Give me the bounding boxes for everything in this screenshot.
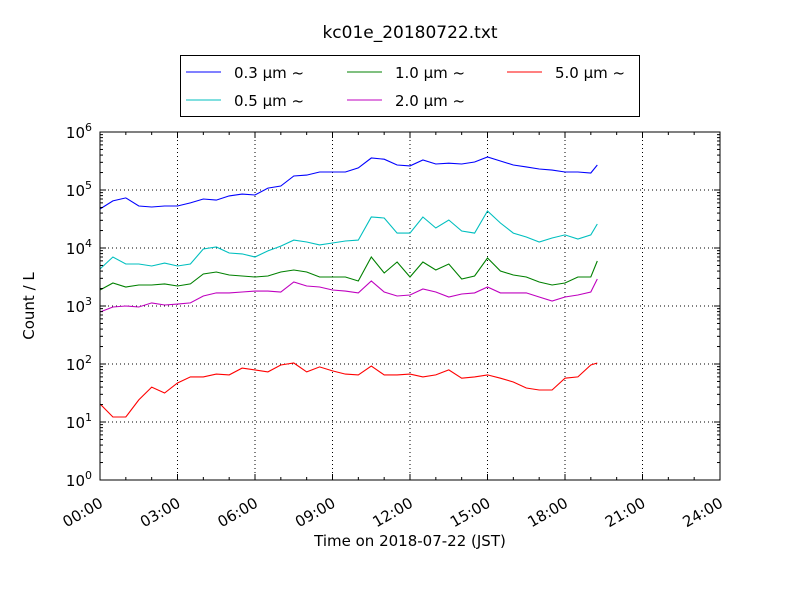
x-axis-label: Time on 2018-07-22 (JST)	[313, 532, 506, 550]
x-tick-label: 06:00	[215, 494, 261, 531]
y-tick-label: 105	[66, 179, 92, 200]
legend-label: 2.0 μm ~	[395, 92, 465, 110]
x-tick-label: 00:00	[60, 494, 106, 531]
x-tick-label: 12:00	[370, 494, 416, 531]
chart-title: kc01e_20180722.txt	[322, 23, 497, 43]
series-line-1	[99, 210, 598, 270]
y-tick-label: 100	[66, 469, 92, 490]
legend-label: 0.5 μm ~	[234, 92, 304, 110]
legend-label: 5.0 μm ~	[555, 64, 625, 82]
legend-label: 0.3 μm ~	[234, 64, 304, 82]
legend-label: 1.0 μm ~	[395, 64, 465, 82]
y-tick-labels: 100 101 102 103 104 105 106	[66, 121, 92, 490]
x-tick-labels: 00:00 03:00 06:00 09:00 12:00 15:00 18:00 21:00…	[60, 494, 726, 531]
y-tick-label: 104	[66, 237, 92, 258]
y-tick-label: 102	[66, 353, 92, 374]
series-line-3	[99, 278, 598, 313]
x-tick-label: 18:00	[525, 494, 571, 531]
x-tick-label: 24:00	[680, 494, 726, 531]
x-tick-label: 15:00	[447, 494, 493, 531]
y-axis-label: Count / L	[20, 272, 38, 340]
y-tick-label: 103	[66, 295, 92, 316]
y-tick-label: 101	[66, 411, 92, 432]
legend: 0.3 μm ~ 0.5 μm ~ 1.0 μm ~ 2.0 μm ~ 5.0 μm ~	[180, 55, 640, 117]
axis-ticks	[99, 131, 721, 481]
series-line-4	[99, 362, 598, 418]
series-line-2	[99, 256, 598, 291]
x-tick-label: 21:00	[602, 494, 648, 531]
x-tick-label: 03:00	[137, 494, 183, 531]
grid	[100, 132, 720, 480]
series-lines	[99, 156, 598, 418]
y-tick-label: 106	[66, 121, 92, 142]
series-line-0	[99, 156, 598, 210]
x-tick-label: 09:00	[292, 494, 338, 531]
legend-box	[180, 55, 640, 117]
